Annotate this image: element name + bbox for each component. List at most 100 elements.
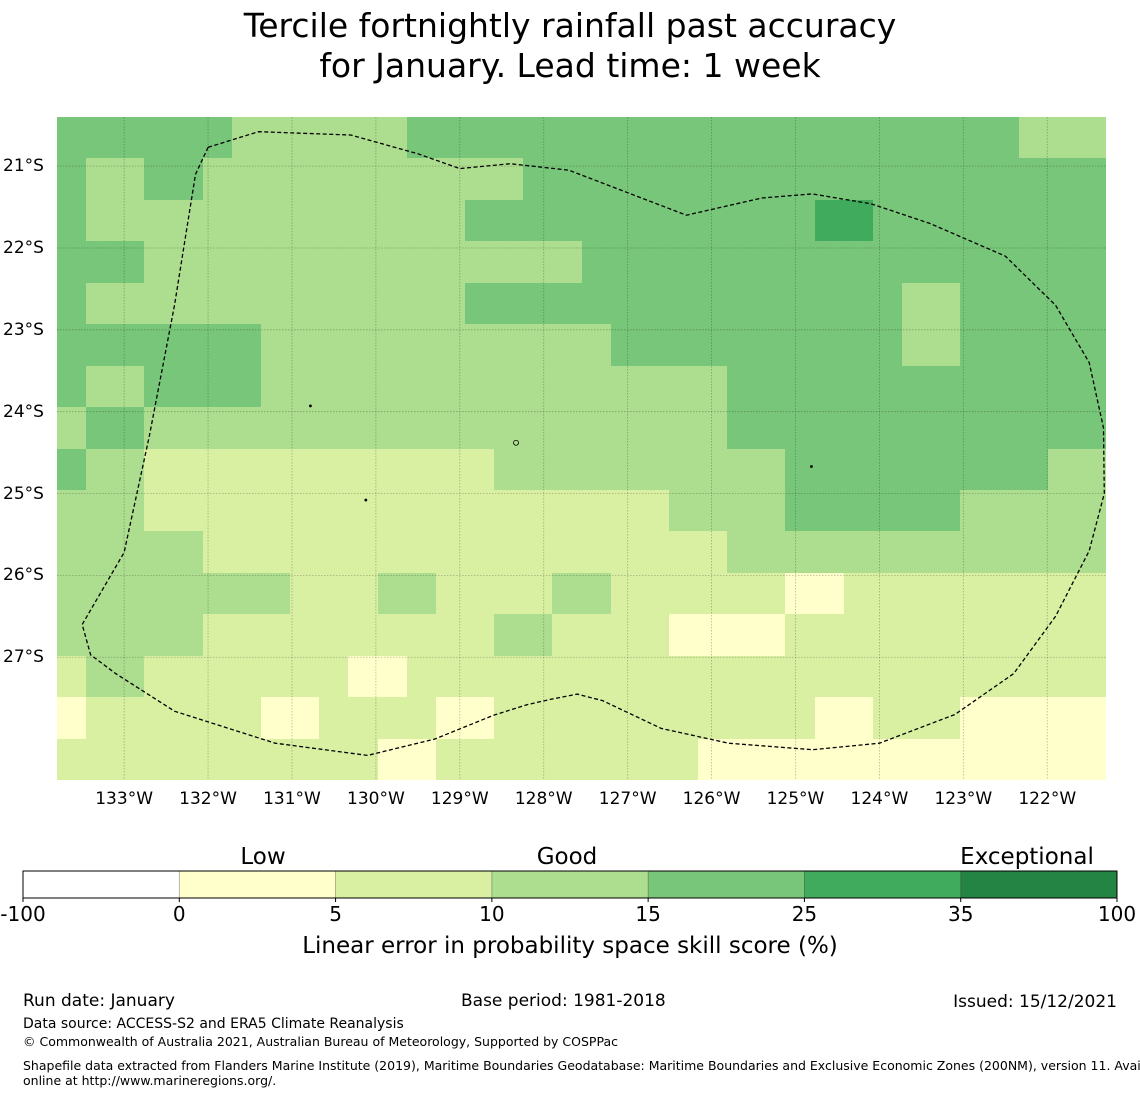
grid-cell <box>1019 283 1048 324</box>
grid-cell <box>174 697 203 739</box>
grid-cell <box>261 158 290 200</box>
grid-cell <box>436 449 465 490</box>
grid-cell <box>552 324 582 366</box>
grid-cell <box>582 614 611 656</box>
grid-cell <box>960 490 989 531</box>
grid-cell <box>407 283 436 324</box>
colorbar-segment <box>335 871 492 898</box>
grid-cell <box>582 490 611 531</box>
grid-cell <box>785 158 815 200</box>
grid-cell <box>698 200 727 241</box>
grid-cell <box>815 158 844 200</box>
grid-cell <box>465 449 494 490</box>
grid-cell <box>756 366 785 407</box>
grid-cell <box>960 697 989 739</box>
grid-cell <box>902 739 931 780</box>
grid-cell <box>174 324 203 366</box>
grid-cell <box>1077 158 1106 200</box>
colorbar-tick-label: 100 <box>1097 902 1137 926</box>
grid-cell <box>582 366 611 407</box>
grid-cell <box>698 531 727 573</box>
grid-cell <box>873 283 902 324</box>
grid-cell <box>290 490 319 531</box>
grid-cell <box>1077 739 1106 780</box>
grid-cell <box>86 531 115 573</box>
grid-cell <box>174 614 203 656</box>
grid-cell <box>989 283 1019 324</box>
island-marker <box>513 439 519 446</box>
grid-cell <box>698 490 727 531</box>
grid-cell <box>931 200 960 241</box>
grid-cell <box>1019 490 1048 531</box>
grid-cell <box>378 614 407 656</box>
grid-cell <box>931 656 960 697</box>
grid-cell <box>989 366 1019 407</box>
grid-cell <box>1077 573 1106 614</box>
grid-cell <box>436 158 465 200</box>
grid-cell <box>232 656 261 697</box>
grid-cell <box>378 324 407 366</box>
grid-cell <box>815 407 844 449</box>
grid-cell <box>669 490 698 531</box>
grid-cell <box>465 407 494 449</box>
grid-cell <box>989 324 1019 366</box>
grid-cell <box>494 614 523 656</box>
grid-cell <box>232 407 261 449</box>
grid-cell <box>582 449 611 490</box>
grid-cell <box>1077 366 1106 407</box>
grid-cell <box>1077 407 1106 449</box>
grid-cell <box>931 614 960 656</box>
grid-cell <box>960 283 989 324</box>
grid-cell <box>174 366 203 407</box>
grid-cell <box>873 739 902 780</box>
grid-cell <box>640 697 669 739</box>
grid-cell <box>727 117 756 158</box>
grid-cell <box>378 241 407 283</box>
grid-cell <box>669 449 698 490</box>
grid-cell <box>611 697 640 739</box>
grid-cell <box>611 490 640 531</box>
grid-cell <box>436 366 465 407</box>
grid-cell <box>727 573 756 614</box>
grid-cell <box>436 573 465 614</box>
grid-cell <box>407 490 436 531</box>
grid-cell <box>378 490 407 531</box>
grid-cell <box>902 656 931 697</box>
colorbar-tick-label: 10 <box>479 902 505 926</box>
grid-cell <box>582 241 611 283</box>
grid-cell <box>1048 407 1077 449</box>
grid-cell <box>407 573 436 614</box>
grid-cell <box>115 573 144 614</box>
skill-grid <box>57 117 1106 780</box>
grid-cell <box>1019 158 1048 200</box>
grid-cell <box>873 614 902 656</box>
grid-cell <box>756 656 785 697</box>
grid-cell <box>232 117 261 158</box>
grid-cell <box>611 614 640 656</box>
grid-cell <box>290 407 319 449</box>
colorbar-segment <box>491 871 649 898</box>
grid-cell <box>931 283 960 324</box>
grid-cell <box>86 697 115 739</box>
grid-cell <box>960 449 989 490</box>
grid-cell <box>902 490 931 531</box>
grid-cell <box>174 531 203 573</box>
grid-cell <box>815 200 844 241</box>
grid-cell <box>698 324 727 366</box>
grid-cell <box>174 200 203 241</box>
grid-cell <box>319 531 348 573</box>
island-marker <box>810 465 813 468</box>
grid-cell <box>203 117 232 158</box>
grid-cell <box>57 531 86 573</box>
grid-cell <box>319 697 348 739</box>
grid-cell <box>261 531 290 573</box>
grid-cell <box>1048 449 1077 490</box>
grid-cell <box>494 449 523 490</box>
grid-cell <box>844 200 873 241</box>
grid-cell <box>727 531 756 573</box>
grid-cell <box>319 573 348 614</box>
colorbar-tick-label: 0 <box>172 902 186 926</box>
grid-cell <box>611 283 640 324</box>
grid-cell <box>57 158 86 200</box>
grid-cell <box>902 449 931 490</box>
